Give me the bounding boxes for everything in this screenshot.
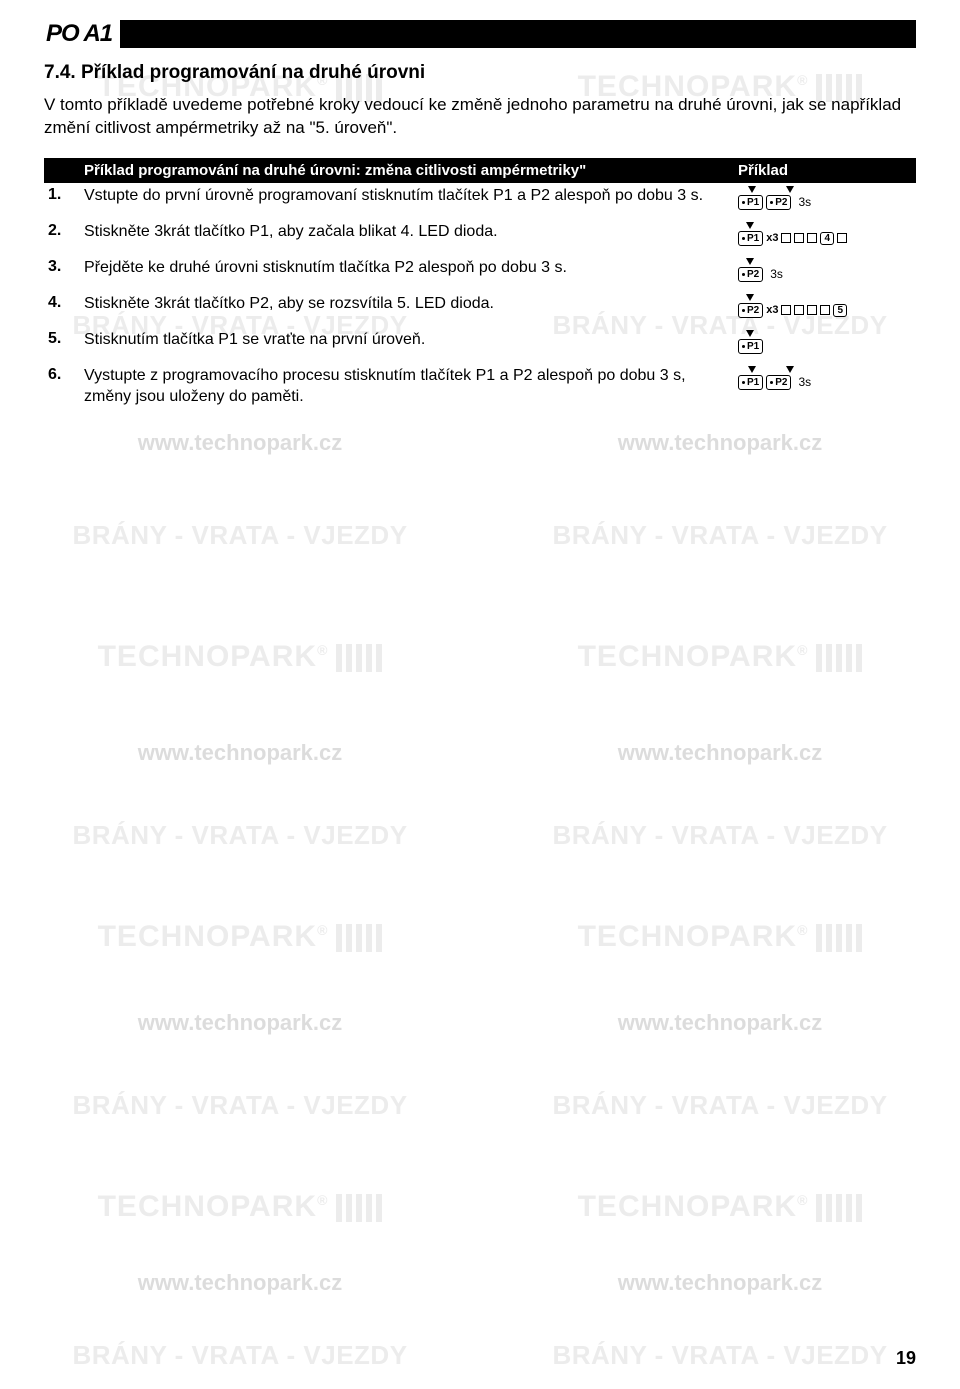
row-number: 1.: [44, 186, 84, 204]
time-label: 3s: [770, 267, 783, 281]
arrow-down-icon: [748, 366, 756, 373]
row-desc: Vystupte z programovacího procesu stiskn…: [84, 366, 726, 408]
watermark-brany: BRÁNY - VRATA - VJEZDY: [72, 520, 407, 551]
button-p1: P1: [738, 195, 763, 210]
table-row: 6. Vystupte z programovacího procesu sti…: [44, 363, 916, 412]
watermark-www: www.technopark.cz: [618, 740, 823, 766]
arrow-down-icon: [786, 366, 794, 373]
watermark-www: www.technopark.cz: [138, 1270, 343, 1296]
page-content: PO A1 7.4. Příklad programování na druhé…: [0, 0, 960, 411]
watermark-technopark: TECHNOPARK®: [98, 1190, 383, 1224]
row-diagram: P1 P2 3s: [726, 366, 916, 390]
table-row: 3. Přejděte ke druhé úrovni stisknutím t…: [44, 255, 916, 291]
arrow-down-icon: [746, 294, 754, 301]
time-label: 3s: [798, 375, 811, 389]
section-title: 7.4. Příklad programování na druhé úrovn…: [44, 62, 916, 84]
button-p2: P2: [738, 303, 763, 318]
watermark-technopark: TECHNOPARK®: [98, 640, 383, 674]
table-row: 5. Stisknutím tlačítka P1 se vraťte na p…: [44, 327, 916, 363]
intro-text: V tomto příkladě uvedeme potřebné kroky …: [44, 94, 916, 140]
watermark-www: www.technopark.cz: [618, 430, 823, 456]
led-icon: [794, 305, 804, 315]
watermark-www: www.technopark.cz: [138, 430, 343, 456]
watermark-www: www.technopark.cz: [138, 740, 343, 766]
row-desc: Vstupte do první úrovně programovaní sti…: [84, 186, 726, 207]
time-label: 3s: [798, 195, 811, 209]
watermark-technopark: TECHNOPARK®: [578, 920, 863, 954]
row-diagram: P1: [726, 330, 916, 354]
watermark-brany: BRÁNY - VRATA - VJEZDY: [552, 1090, 887, 1121]
table-header-row: Příklad programování na druhé úrovni: zm…: [44, 158, 916, 183]
button-p2: P2: [766, 195, 791, 210]
row-number: 3.: [44, 258, 84, 276]
row-desc: Stiskněte 3krát tlačítko P1, aby začala …: [84, 222, 726, 243]
led-icon: [837, 233, 847, 243]
row-diagram: P1 x3 4: [726, 222, 916, 246]
row-number: 4.: [44, 294, 84, 312]
times-3-label: x3: [766, 232, 778, 244]
button-p2: P2: [766, 375, 791, 390]
led-icon: [807, 233, 817, 243]
watermark-brany: BRÁNY - VRATA - VJEZDY: [552, 520, 887, 551]
watermark-www: www.technopark.cz: [618, 1270, 823, 1296]
led-icon: [820, 305, 830, 315]
watermark-brany: BRÁNY - VRATA - VJEZDY: [552, 1340, 887, 1371]
watermark-technopark: TECHNOPARK®: [578, 640, 863, 674]
table-header-desc: Příklad programování na druhé úrovni: zm…: [84, 162, 726, 179]
led-4-icon: 4: [820, 232, 834, 245]
led-icon: [781, 233, 791, 243]
table-row: 2. Stiskněte 3krát tlačítko P1, aby zača…: [44, 219, 916, 255]
table-header-example: Příklad: [726, 162, 916, 179]
header-title-box: PO A1: [44, 20, 120, 48]
table-row: 1. Vstupte do první úrovně programovaní …: [44, 183, 916, 219]
arrow-down-icon: [786, 186, 794, 193]
table-row: 4. Stiskněte 3krát tlačítko P2, aby se r…: [44, 291, 916, 327]
row-number: 5.: [44, 330, 84, 348]
button-p1: P1: [738, 375, 763, 390]
led-icon: [794, 233, 804, 243]
row-diagram: P2 x3 5: [726, 294, 916, 318]
watermark-technopark: TECHNOPARK®: [578, 1190, 863, 1224]
led-icon: [781, 305, 791, 315]
arrow-down-icon: [746, 330, 754, 337]
header-bar: PO A1: [44, 20, 916, 48]
row-desc: Stisknutím tlačítka P1 se vraťte na prvn…: [84, 330, 726, 351]
button-p1: P1: [738, 339, 763, 354]
product-code: PO A1: [46, 20, 112, 48]
watermark-brany: BRÁNY - VRATA - VJEZDY: [72, 820, 407, 851]
watermark-brany: BRÁNY - VRATA - VJEZDY: [72, 1340, 407, 1371]
watermark-brany: BRÁNY - VRATA - VJEZDY: [552, 820, 887, 851]
programming-table: Příklad programování na druhé úrovni: zm…: [44, 158, 916, 412]
row-diagram: P2 3s: [726, 258, 916, 282]
button-p2: P2: [738, 267, 763, 282]
table-header-num: [44, 162, 84, 179]
row-number: 2.: [44, 222, 84, 240]
watermark-www: www.technopark.cz: [138, 1010, 343, 1036]
watermark-technopark: TECHNOPARK®: [98, 920, 383, 954]
row-desc: Přejděte ke druhé úrovni stisknutím tlač…: [84, 258, 726, 279]
button-p1: P1: [738, 231, 763, 246]
row-number: 6.: [44, 366, 84, 384]
watermark-brany: BRÁNY - VRATA - VJEZDY: [72, 1090, 407, 1121]
row-diagram: P1 P2 3s: [726, 186, 916, 210]
row-desc: Stiskněte 3krát tlačítko P2, aby se rozs…: [84, 294, 726, 315]
times-3-label: x3: [766, 304, 778, 316]
led-5-icon: 5: [833, 304, 847, 317]
arrow-down-icon: [746, 222, 754, 229]
arrow-down-icon: [748, 186, 756, 193]
arrow-down-icon: [746, 258, 754, 265]
watermark-www: www.technopark.cz: [618, 1010, 823, 1036]
page-number: 19: [896, 1348, 916, 1369]
led-icon: [807, 305, 817, 315]
